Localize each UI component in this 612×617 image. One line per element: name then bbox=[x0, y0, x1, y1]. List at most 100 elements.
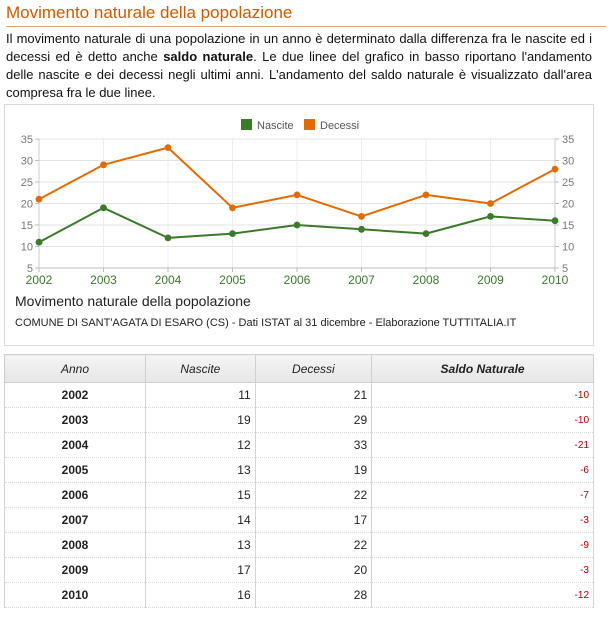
cell-anno: 2009 bbox=[4, 557, 146, 583]
cell-anno: 2008 bbox=[4, 532, 146, 558]
legend-label-nascite: Nascite bbox=[257, 120, 294, 132]
table-row: 2009 17 20 -3 bbox=[4, 557, 594, 583]
cell-anno: 2003 bbox=[4, 407, 146, 433]
y-tick-label-left: 10 bbox=[21, 242, 33, 254]
cell-saldo: -7 bbox=[371, 482, 594, 508]
data-point-nascite bbox=[293, 221, 301, 229]
cell-saldo: -3 bbox=[371, 507, 594, 533]
intro-text-end: . Le due linee del grafico in basso ripo… bbox=[6, 49, 593, 100]
data-point-nascite bbox=[422, 230, 430, 237]
chart-container: 5 5 10 10 15 15 20 20 25 25 30 30 35 35 2002 2003 2004 20… bbox=[4, 104, 594, 346]
x-tick-label: 2007 bbox=[348, 273, 375, 287]
data-point-nascite bbox=[100, 204, 107, 212]
legend-swatch-nascite bbox=[241, 119, 252, 130]
y-tick-label-right: 5 bbox=[562, 263, 568, 275]
intro-text-start: Il movimento naturale di una popolazione… bbox=[6, 31, 592, 64]
cell-nascite: 19 bbox=[145, 407, 256, 433]
data-table: Anno Nascite Decessi Saldo Naturale 2002… bbox=[4, 354, 594, 608]
x-tick-label: 2003 bbox=[90, 273, 117, 287]
data-point-nascite bbox=[358, 225, 365, 233]
y-tick-label-right: 15 bbox=[562, 220, 574, 232]
x-tick-label: 2008 bbox=[413, 273, 440, 287]
cell-decessi: 20 bbox=[254, 557, 373, 583]
data-point-decessi bbox=[487, 200, 494, 207]
intro-paragraph: Il movimento naturale di una popolazione… bbox=[6, 30, 592, 102]
y-tick-label-right: 20 bbox=[562, 199, 574, 211]
cell-anno: 2007 bbox=[4, 507, 146, 533]
data-point-nascite bbox=[35, 238, 43, 246]
x-tick-label: 2004 bbox=[155, 273, 182, 287]
cell-nascite: 13 bbox=[145, 457, 256, 483]
cell-anno: 2002 bbox=[4, 382, 146, 408]
data-point-decessi bbox=[100, 161, 107, 169]
y-tick-label-left: 20 bbox=[21, 199, 33, 211]
y-tick-label-right: 10 bbox=[562, 242, 574, 254]
line-chart: 5 5 10 10 15 15 20 20 25 25 30 30 35 35 2002 2003 2004 20… bbox=[21, 119, 574, 287]
data-point-decessi bbox=[35, 195, 43, 203]
data-point-nascite bbox=[551, 217, 559, 225]
data-point-decessi bbox=[551, 165, 559, 173]
cell-decessi: 22 bbox=[254, 482, 373, 508]
cell-decessi: 28 bbox=[254, 582, 373, 608]
cell-anno: 2006 bbox=[4, 482, 146, 508]
cell-saldo: -3 bbox=[371, 557, 594, 583]
cell-nascite: 13 bbox=[145, 532, 256, 558]
table-row: 2002 11 21 -10 bbox=[4, 382, 594, 408]
cell-anno: 2005 bbox=[4, 457, 146, 483]
cell-saldo: -6 bbox=[371, 457, 594, 483]
legend-label-decessi: Decessi bbox=[320, 120, 359, 132]
cell-nascite: 15 bbox=[145, 482, 256, 508]
intro-text-bold: saldo naturale bbox=[163, 49, 254, 64]
table-header-row: Anno Nascite Decessi Saldo Naturale bbox=[4, 354, 594, 383]
cell-decessi: 19 bbox=[254, 457, 373, 483]
data-point-decessi bbox=[164, 144, 172, 151]
cell-decessi: 17 bbox=[254, 507, 373, 533]
table-row: 2003 19 29 -10 bbox=[4, 407, 594, 433]
page-title: Movimento naturale della popolazione bbox=[6, 3, 606, 27]
cell-saldo: -10 bbox=[371, 382, 594, 408]
x-tick-label: 2002 bbox=[26, 273, 53, 287]
header-anno: Anno bbox=[4, 354, 146, 383]
chart-source: COMUNE DI SANT'AGATA DI ESARO (CS) - Dat… bbox=[15, 317, 517, 329]
table-row: 2007 14 17 -3 bbox=[4, 507, 594, 533]
data-point-decessi bbox=[229, 204, 236, 212]
data-point-nascite bbox=[487, 213, 494, 220]
table-row: 2006 15 22 -7 bbox=[4, 482, 594, 508]
chart-title: Movimento naturale della popolazione bbox=[15, 293, 251, 309]
y-tick-label-right: 25 bbox=[562, 177, 574, 189]
header-nascite: Nascite bbox=[145, 354, 256, 383]
y-tick-label-right: 35 bbox=[562, 134, 574, 146]
table-row: 2008 13 22 -9 bbox=[4, 532, 594, 558]
cell-decessi: 29 bbox=[254, 407, 373, 433]
y-tick-label-left: 30 bbox=[21, 156, 33, 168]
cell-saldo: -21 bbox=[371, 432, 594, 458]
cell-nascite: 12 bbox=[145, 432, 256, 458]
cell-nascite: 17 bbox=[145, 557, 256, 583]
x-tick-label: 2005 bbox=[219, 273, 246, 287]
cell-decessi: 21 bbox=[254, 382, 373, 408]
y-tick-label-right: 30 bbox=[562, 156, 574, 168]
cell-anno: 2004 bbox=[4, 432, 146, 458]
table-row: 2005 13 19 -6 bbox=[4, 457, 594, 483]
cell-saldo: -10 bbox=[371, 407, 594, 433]
y-tick-label-left: 35 bbox=[21, 134, 33, 146]
y-tick-label-left: 15 bbox=[21, 220, 33, 232]
y-tick-label-left: 5 bbox=[27, 263, 33, 275]
table-row: 2010 16 28 -12 bbox=[4, 582, 594, 608]
x-tick-label: 2010 bbox=[542, 273, 569, 287]
cell-anno: 2010 bbox=[4, 582, 146, 608]
cell-decessi: 22 bbox=[254, 532, 373, 558]
data-point-decessi bbox=[293, 191, 301, 199]
cell-saldo: -9 bbox=[371, 532, 594, 558]
data-point-decessi bbox=[358, 213, 365, 220]
cell-decessi: 33 bbox=[254, 432, 373, 458]
header-saldo-naturale: Saldo Naturale bbox=[371, 354, 594, 383]
y-tick-label-left: 25 bbox=[21, 177, 33, 189]
data-point-nascite bbox=[229, 230, 236, 237]
cell-nascite: 14 bbox=[145, 507, 256, 533]
data-point-nascite bbox=[164, 234, 172, 242]
data-point-decessi bbox=[422, 191, 430, 199]
header-decessi: Decessi bbox=[254, 354, 373, 383]
legend-swatch-decessi bbox=[304, 119, 315, 130]
